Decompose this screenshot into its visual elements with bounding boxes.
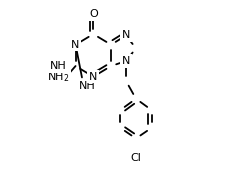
Text: Cl: Cl — [130, 153, 141, 163]
Text: NH: NH — [50, 61, 67, 71]
Text: N: N — [122, 30, 130, 41]
Text: N: N — [122, 56, 130, 66]
Text: NH$_2$: NH$_2$ — [47, 70, 70, 84]
Text: NH: NH — [79, 81, 96, 91]
Text: N: N — [71, 40, 80, 50]
Text: O: O — [89, 9, 98, 19]
Text: N: N — [89, 72, 97, 82]
